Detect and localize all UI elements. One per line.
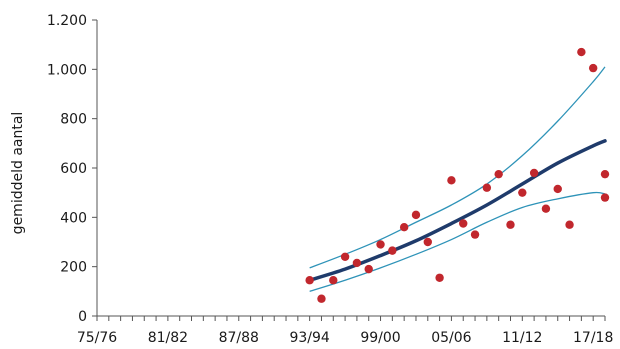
y-tick-label: 1.000 [47, 62, 87, 78]
data-point [423, 237, 432, 247]
x-tick-label: 75/76 [77, 330, 117, 346]
y-tick-label: 600 [60, 161, 87, 177]
data-point [494, 169, 503, 179]
data-point [459, 219, 468, 228]
data-point [470, 230, 480, 239]
data-point [435, 273, 444, 282]
observation-points [305, 47, 610, 303]
data-point [388, 246, 397, 255]
data-point [518, 188, 527, 197]
y-tick-label: 200 [60, 260, 87, 276]
data-point [541, 204, 551, 213]
x-tick-label: 11/12 [502, 330, 542, 346]
data-point [482, 183, 492, 192]
x-tick-label: 17/18 [573, 330, 613, 346]
y-axis-title-group: gemiddeld aantal [10, 112, 26, 235]
data-point [305, 276, 314, 285]
trend-line [307, 139, 607, 282]
trend-layer [307, 139, 607, 282]
confidence-band [309, 66, 606, 292]
data-point [577, 47, 586, 57]
data-point [364, 264, 373, 274]
ci-upper-line [309, 66, 606, 269]
data-point [352, 258, 362, 268]
x-tick-label: 99/00 [360, 330, 400, 346]
data-point [600, 193, 610, 202]
ci-lower-line [309, 191, 606, 292]
data-point [588, 63, 598, 73]
axes: 0 200 400 600 800 1.000 1.200 75/76 81/82 87/88 93… [47, 13, 613, 346]
x-tick-label: 05/06 [431, 330, 471, 346]
data-point [340, 252, 350, 261]
y-axis-title: gemiddeld aantal [10, 112, 26, 235]
data-point [317, 294, 326, 303]
data-point [600, 169, 610, 179]
data-point [329, 276, 338, 285]
y-tick-label: 800 [60, 112, 87, 128]
y-tick-label: 0 [78, 309, 87, 325]
data-point [565, 220, 574, 229]
data-point [529, 168, 539, 178]
data-point [447, 176, 456, 185]
x-tick-label: 93/94 [289, 330, 329, 346]
x-tick-label: 87/88 [219, 330, 259, 346]
data-point [553, 184, 562, 194]
data-point [411, 210, 421, 220]
data-point [399, 223, 409, 232]
data-point [506, 220, 515, 229]
y-tick-label: 1.200 [47, 13, 87, 29]
x-tick-label: 81/82 [148, 330, 188, 346]
y-tick-label: 400 [60, 210, 87, 226]
data-point [376, 240, 385, 249]
